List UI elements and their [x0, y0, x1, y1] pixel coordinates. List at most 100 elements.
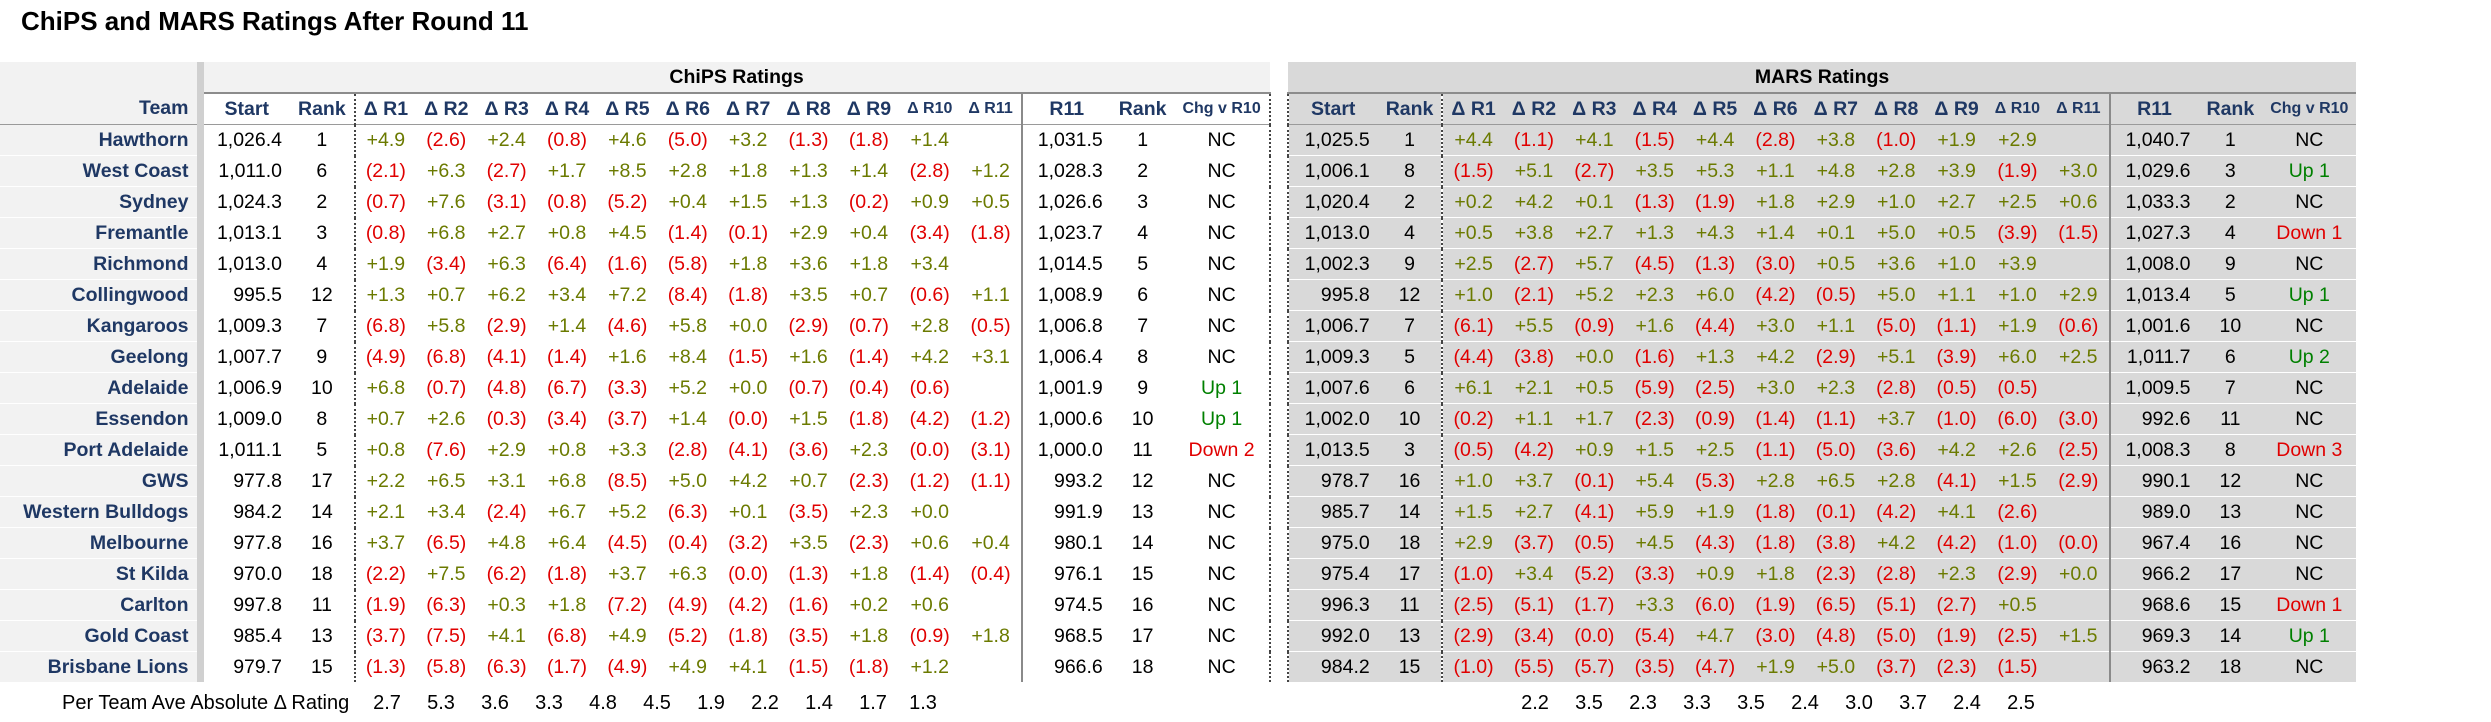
- mars-delta-r10: (2.9): [1986, 558, 2049, 590]
- mars-delta-r5: +6.0: [1684, 279, 1746, 311]
- chips-delta-r7: +1.8: [728, 159, 768, 182]
- chips-delta-r5: (8.5): [607, 469, 648, 492]
- team-name: Melbourne: [0, 527, 204, 559]
- chips-delta-r10: +3.4: [910, 252, 949, 275]
- mars-delta-r9: +3.9: [1926, 155, 1987, 187]
- mars-delta-r5-header: Δ R5: [1684, 93, 1746, 125]
- chips-start-rating: 1,013.0: [216, 252, 282, 275]
- mars-r11-rating: 968.6: [2108, 589, 2199, 621]
- chips-delta-r10: (4.2): [909, 407, 950, 430]
- chips-delta-r1: (1.3): [353, 651, 417, 682]
- mars-delta-r3: (1.7): [1564, 589, 1625, 621]
- chips-delta-r6-header: Δ R6: [657, 93, 718, 125]
- mars-start-rank: 11: [1377, 589, 1443, 621]
- mars-r11-rank: 8: [2198, 434, 2263, 466]
- mars-delta-r6: +3.0: [1745, 372, 1806, 404]
- mars-rank-change: Up 1: [2262, 155, 2357, 187]
- mars-delta-r9: +1.1: [1926, 279, 1987, 311]
- mars-rank-change: NC: [2262, 558, 2357, 590]
- chips-start-rank: 12: [310, 283, 333, 306]
- mars-delta-r4: (5.9): [1624, 372, 1685, 404]
- mars-delta-r11: (0.6): [2048, 310, 2110, 342]
- mars-delta-r11: [2048, 124, 2110, 156]
- chips-delta-r2: (0.7): [426, 376, 467, 399]
- chips-r11-rank: 9: [1137, 376, 1149, 399]
- chips-r11-rating: 1,000.6: [1020, 403, 1111, 435]
- chips-delta-r9: +0.4: [849, 221, 889, 244]
- mars-delta-r8: +2.8: [1866, 155, 1927, 187]
- mars-delta-r9: +2.7: [1926, 186, 1987, 218]
- chips-delta-r9: +0.7: [849, 283, 889, 306]
- table-row: Richmond 1,013.0 4 +1.9 (3.4) +6.3 (6.4) (1.6) (…: [0, 248, 2357, 280]
- mars-delta-r1: (0.2): [1441, 403, 1504, 435]
- chips-delta-r4: +0.8: [547, 438, 587, 461]
- chips-delta-r11: +1.2: [971, 159, 1010, 182]
- mars-delta-r8: (3.6): [1866, 434, 1927, 466]
- mars-r11-rank: 13: [2198, 496, 2263, 528]
- mars-delta-r4: (1.5): [1624, 124, 1685, 156]
- group-gap: [1269, 279, 1288, 311]
- mars-r11-rating: 1,029.6: [2108, 155, 2199, 187]
- mars-start-rating: 984.2: [1286, 651, 1378, 682]
- mars-delta-r11: +2.5: [2048, 341, 2110, 373]
- mars-delta-r1: (0.5): [1441, 434, 1504, 466]
- chips-rank-change: NC: [1174, 589, 1271, 621]
- chips-r11-rating: 968.5: [1020, 620, 1111, 652]
- mars-delta-r5: (5.3): [1684, 465, 1746, 497]
- mars-delta-r5: +5.3: [1684, 155, 1746, 187]
- mars-r11-rank: 15: [2198, 589, 2263, 621]
- mars-start-rating: 1,013.0: [1286, 217, 1378, 249]
- chips-delta-r4-header: Δ R4: [536, 93, 598, 125]
- mars-footer-average: 2.2: [1521, 692, 1549, 714]
- team-name: West Coast: [0, 155, 204, 187]
- chips-delta-r2: +3.4: [427, 500, 466, 523]
- mars-rank-change: NC: [2262, 496, 2357, 528]
- chips-delta-r6: +0.4: [668, 190, 708, 213]
- chips-delta-r1: +6.8: [353, 372, 417, 404]
- chips-delta-r3: +3.1: [487, 469, 526, 492]
- chips-start-rank: 3: [316, 221, 328, 244]
- chips-delta-r2: (6.5): [426, 531, 467, 554]
- mars-r11-rank: 16: [2198, 527, 2263, 559]
- chips-delta-r1: +0.8: [353, 434, 417, 466]
- chips-delta-r6: (0.4): [667, 531, 708, 554]
- table-row: Kangaroos 1,009.3 7 (6.8) +5.8 (2.9) +1.4 (4.6)…: [0, 310, 2357, 342]
- group-gap: [1269, 496, 1288, 528]
- mars-delta-r11: (3.0): [2048, 403, 2110, 435]
- team-name: Brisbane Lions: [0, 651, 204, 682]
- chips-rank-change: NC: [1174, 155, 1271, 187]
- chips-rank-change: NC: [1174, 124, 1271, 156]
- mars-delta-r2: +1.1: [1503, 403, 1565, 435]
- mars-delta-r2: (3.8): [1503, 341, 1565, 373]
- chips-delta-r10: +0.6: [910, 593, 949, 616]
- mars-r11-rating: 966.2: [2108, 558, 2199, 590]
- mars-delta-r8: (4.2): [1866, 496, 1927, 528]
- mars-delta-r11: [2048, 496, 2110, 528]
- chips-delta-r8: +3.5: [789, 283, 828, 306]
- chips-start-rating: 1,009.0: [216, 407, 282, 430]
- mars-rank-change: Up 1: [2262, 279, 2357, 311]
- mars-delta-r4: (4.5): [1624, 248, 1685, 280]
- chips-delta-r7: (1.8): [728, 624, 769, 647]
- chips-delta-r1: (3.7): [353, 620, 417, 652]
- table-row: Geelong 1,007.7 9 (4.9) (6.8) (4.1) (1.4) +1.6 +…: [0, 341, 2357, 373]
- chips-delta-r10: +1.2: [910, 655, 949, 678]
- chips-delta-r6: (5.2): [667, 624, 708, 647]
- mars-delta-r3: +4.1: [1564, 124, 1625, 156]
- mars-delta-r11: (1.5): [2048, 217, 2110, 249]
- mars-delta-r7: (6.5): [1805, 589, 1867, 621]
- mars-delta-r2: +3.7: [1503, 465, 1565, 497]
- mars-delta-r7: (0.1): [1805, 496, 1867, 528]
- mars-footer-average: 3.5: [1737, 692, 1765, 714]
- chips-delta-r1: (0.8): [353, 217, 417, 249]
- chips-delta-r1: +3.7: [353, 527, 417, 559]
- table-row: Port Adelaide 1,011.1 5 +0.8 (7.6) +2.9 +0.8 +3…: [0, 434, 2357, 466]
- chips-delta-r2: +6.5: [427, 469, 466, 492]
- mars-start-rank: 4: [1377, 217, 1443, 249]
- chips-delta-r3: (2.9): [486, 314, 527, 337]
- mars-delta-r2: +2.7: [1503, 496, 1565, 528]
- mars-delta-r4: (5.4): [1624, 620, 1685, 652]
- chips-delta-r11: [960, 125, 1021, 156]
- mars-rank-change: Down 3: [2262, 434, 2357, 466]
- group-gap: [1269, 186, 1288, 218]
